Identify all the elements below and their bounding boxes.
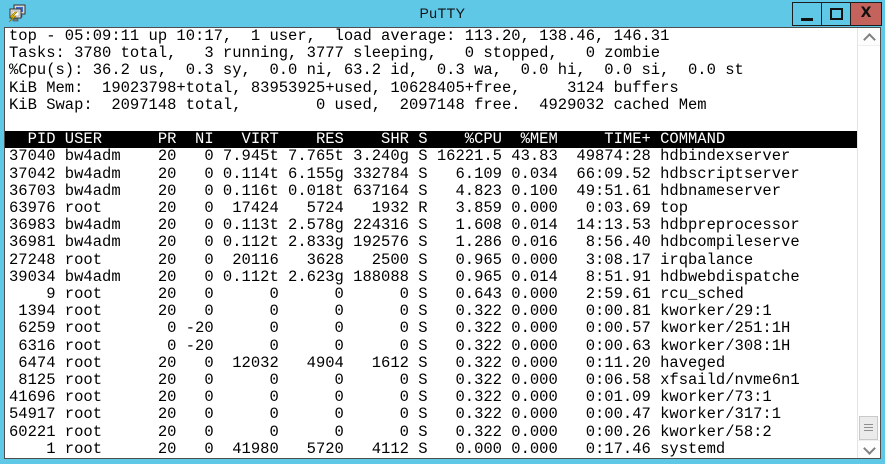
putty-icon — [8, 4, 26, 23]
scrollbar-track[interactable] — [858, 45, 880, 441]
process-row: 60221 root 20 0 0 0 0 S 0.322 0.000 0:00… — [9, 422, 772, 441]
process-row: 37040 bw4adm 20 0 7.945t 7.765t 3.240g S… — [9, 147, 791, 166]
window-controls: X — [792, 2, 882, 26]
process-row: 36703 bw4adm 20 0 0.116t 0.018t 637164 S… — [9, 181, 782, 200]
process-rows: 37040 bw4adm 20 0 7.945t 7.765t 3.240g S… — [5, 148, 858, 458]
putty-app-icon[interactable] — [7, 3, 27, 23]
process-table-header-text: PID USER PR NI VIRT RES SHR S %CPU %MEM … — [9, 130, 726, 149]
process-row: 36981 bw4adm 20 0 0.112t 2.833g 192576 S… — [9, 233, 800, 252]
close-button[interactable]: X — [850, 2, 882, 26]
scroll-down-button[interactable] — [858, 440, 880, 458]
process-row: 39034 bw4adm 20 0 0.112t 2.623g 188088 S… — [9, 267, 800, 286]
process-row: 6316 root 0 -20 0 0 0 S 0.322 0.000 0:00… — [9, 336, 791, 355]
terminal-client-area: top - 05:09:11 up 10:17, 1 user, load av… — [4, 27, 881, 459]
window-title: PuTTY — [419, 5, 466, 21]
process-row: 6259 root 0 -20 0 0 0 S 0.322 0.000 0:00… — [9, 319, 791, 338]
maximize-button[interactable] — [821, 2, 851, 26]
process-row: 1 root 20 0 41980 5720 4112 S 0.000 0.00… — [9, 439, 726, 458]
process-row: 6474 root 20 0 12032 4904 1612 S 0.322 0… — [9, 353, 726, 372]
titlebar[interactable]: PuTTY X — [0, 0, 885, 27]
process-row: 36983 bw4adm 20 0 0.113t 2.578g 224316 S… — [9, 216, 800, 235]
process-row: 1394 root 20 0 0 0 0 S 0.322 0.000 0:00.… — [9, 302, 772, 321]
terminal-output[interactable]: top - 05:09:11 up 10:17, 1 user, load av… — [5, 28, 858, 458]
scroll-up-button[interactable] — [858, 28, 880, 46]
top-summary: top - 05:09:11 up 10:17, 1 user, load av… — [9, 28, 744, 114]
process-row: 54917 root 20 0 0 0 0 S 0.322 0.000 0:00… — [9, 405, 782, 424]
minimize-icon — [801, 18, 813, 21]
process-row: 63976 root 20 0 17424 5724 1932 R 3.859 … — [9, 199, 689, 217]
process-table-header: PID USER PR NI VIRT RES SHR S %CPU %MEM … — [5, 130, 858, 149]
process-row: 27248 root 20 0 20116 3628 2500 S 0.965 … — [9, 250, 754, 269]
chevron-up-icon — [863, 33, 876, 46]
chevron-down-icon — [863, 442, 876, 455]
process-row: 37042 bw4adm 20 0 0.114t 6.155g 332784 S… — [9, 164, 800, 183]
close-icon: X — [860, 5, 872, 21]
maximize-icon — [830, 8, 843, 20]
scrollbar-thumb[interactable] — [859, 416, 878, 440]
blank-line — [5, 114, 858, 131]
grip-icon — [864, 424, 873, 432]
process-row: 8125 root 20 0 0 0 0 S 0.322 0.000 0:06.… — [9, 371, 800, 390]
process-row: 41696 root 20 0 0 0 0 S 0.322 0.000 0:01… — [9, 388, 772, 407]
minimize-button[interactable] — [792, 2, 822, 26]
scrollbar[interactable] — [857, 28, 880, 458]
process-row: 9 root 20 0 0 0 0 S 0.643 0.000 2:59.61 … — [9, 285, 744, 304]
